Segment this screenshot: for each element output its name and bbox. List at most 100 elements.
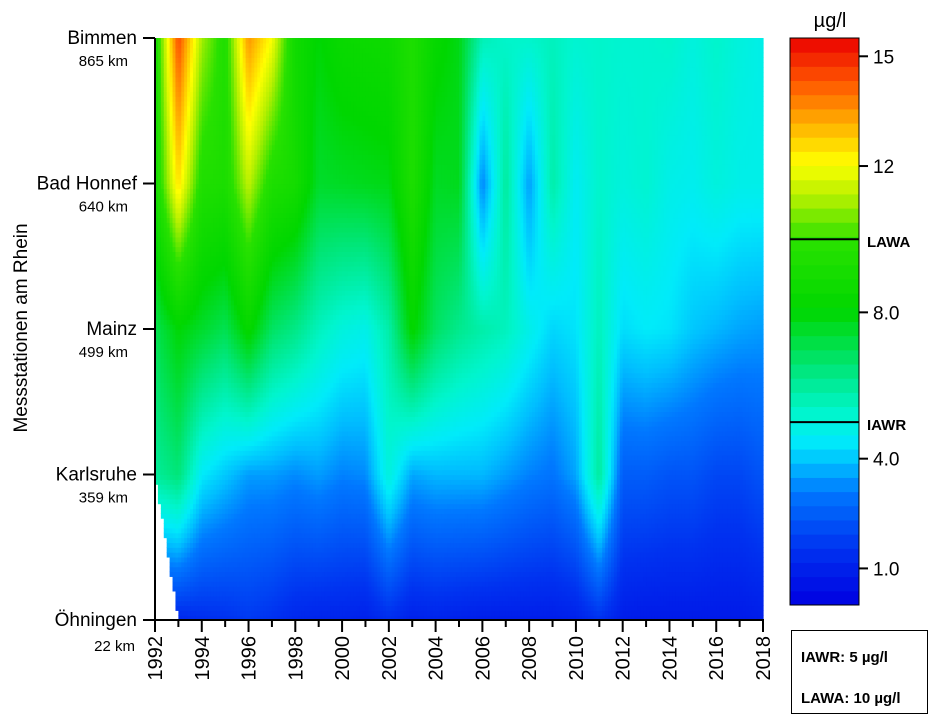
heatmap-cell bbox=[248, 586, 253, 592]
heatmap-cell bbox=[257, 513, 261, 519]
heatmap-cell bbox=[251, 513, 255, 519]
heatmap-cell bbox=[271, 552, 276, 558]
heatmap-cell bbox=[225, 479, 229, 485]
heatmap-cell bbox=[201, 605, 206, 611]
heatmap-cell bbox=[198, 508, 203, 514]
heatmap-cell bbox=[257, 493, 261, 500]
heatmap-cell bbox=[263, 590, 267, 597]
heatmap-cell bbox=[298, 484, 302, 490]
heatmap-cell bbox=[225, 552, 229, 558]
heatmap-cell bbox=[225, 474, 229, 480]
heatmap-cell bbox=[204, 503, 209, 510]
heatmap-cell bbox=[251, 552, 255, 558]
heatmap-cell bbox=[245, 523, 250, 529]
heatmap-cell bbox=[201, 571, 206, 577]
heatmap-cell bbox=[274, 479, 279, 485]
heatmap-cell bbox=[160, 498, 165, 505]
heatmap-cell bbox=[242, 576, 247, 582]
heatmap-cell bbox=[257, 615, 261, 621]
heatmap-cell bbox=[248, 556, 253, 563]
heatmap-cell bbox=[207, 595, 212, 602]
heatmap-cell bbox=[231, 581, 235, 587]
heatmap-cell bbox=[228, 518, 232, 524]
heatmap-cell bbox=[280, 595, 285, 602]
heatmap-cell bbox=[204, 571, 209, 577]
heatmap-cell bbox=[239, 527, 244, 534]
heatmap-cell bbox=[283, 610, 288, 616]
heatmap-cell bbox=[210, 474, 215, 480]
heatmap-cell bbox=[301, 489, 305, 495]
heatmap-cell bbox=[245, 605, 250, 611]
heatmap-cell bbox=[210, 566, 215, 573]
heatmap-cell bbox=[242, 615, 247, 621]
heatmap-cell bbox=[301, 552, 305, 558]
heatmap-cell bbox=[283, 498, 288, 505]
heatmap-cell bbox=[228, 527, 232, 534]
heatmap-cell bbox=[301, 556, 305, 563]
heatmap-cell bbox=[301, 590, 305, 597]
heatmap-cell bbox=[216, 523, 220, 529]
heatmap-cell bbox=[277, 581, 282, 587]
heatmap-cell bbox=[295, 581, 299, 587]
heatmap-cell bbox=[289, 586, 293, 592]
heatmap-cell bbox=[292, 615, 296, 621]
heatmap-cell bbox=[222, 479, 226, 485]
heatmap-cell bbox=[274, 581, 279, 587]
heatmap-cell bbox=[204, 581, 209, 587]
heatmap-cell bbox=[213, 518, 217, 524]
heatmap-cell bbox=[201, 513, 206, 519]
heatmap-cell bbox=[269, 561, 273, 568]
heatmap-cell bbox=[184, 542, 188, 548]
heatmap-cell bbox=[178, 571, 182, 577]
heatmap-cell bbox=[190, 518, 194, 524]
heatmap-cell bbox=[219, 576, 223, 582]
heatmap-cell bbox=[298, 493, 302, 500]
heatmap-cell bbox=[222, 561, 226, 568]
heatmap-cell bbox=[248, 566, 253, 573]
heatmap-cell bbox=[207, 537, 212, 543]
heatmap-cell bbox=[271, 493, 276, 500]
heatmap-cell bbox=[286, 503, 291, 510]
heatmap-cell bbox=[280, 484, 285, 490]
heatmap-cell bbox=[295, 508, 299, 514]
heatmap-cell bbox=[280, 610, 285, 616]
heatmap-cell bbox=[304, 523, 308, 529]
heatmap-cell bbox=[269, 489, 273, 495]
heatmap-cell bbox=[213, 503, 217, 510]
heatmap-cell bbox=[266, 610, 270, 616]
heatmap-cell bbox=[178, 474, 182, 480]
heatmap-cell bbox=[295, 600, 299, 607]
heatmap-cell bbox=[257, 479, 261, 485]
heatmap-cell bbox=[283, 600, 288, 607]
heatmap-cell bbox=[274, 503, 279, 510]
heatmap-cell bbox=[295, 489, 299, 495]
heatmap-cell bbox=[184, 615, 188, 621]
heatmap-cell bbox=[248, 537, 253, 543]
heatmap-cell bbox=[242, 508, 247, 514]
heatmap-cell bbox=[225, 503, 229, 510]
heatmap-cell bbox=[201, 595, 206, 602]
heatmap-cell bbox=[307, 590, 311, 597]
heatmap-cell bbox=[289, 479, 293, 485]
heatmap-cell bbox=[269, 556, 273, 563]
heatmap-cell bbox=[181, 508, 185, 514]
heatmap-cell bbox=[201, 600, 206, 607]
heatmap-cell bbox=[181, 600, 185, 607]
heatmap-cell bbox=[210, 571, 215, 577]
heatmap-cell bbox=[198, 556, 203, 563]
heatmap-cell bbox=[187, 615, 191, 621]
heatmap-cell bbox=[163, 508, 168, 514]
heatmap-cell bbox=[280, 537, 285, 543]
heatmap-cell bbox=[236, 484, 241, 490]
heatmap-cell bbox=[242, 537, 247, 543]
heatmap-cell bbox=[260, 615, 264, 621]
heatmap-cell bbox=[225, 610, 229, 616]
heatmap-cell bbox=[187, 552, 191, 558]
heatmap-cell bbox=[228, 571, 232, 577]
heatmap-cell bbox=[251, 595, 255, 602]
heatmap-cell bbox=[266, 581, 270, 587]
heatmap-cell bbox=[269, 605, 273, 611]
heatmap-cell bbox=[190, 527, 194, 534]
heatmap-cell bbox=[216, 479, 220, 485]
heatmap-cell bbox=[298, 552, 302, 558]
